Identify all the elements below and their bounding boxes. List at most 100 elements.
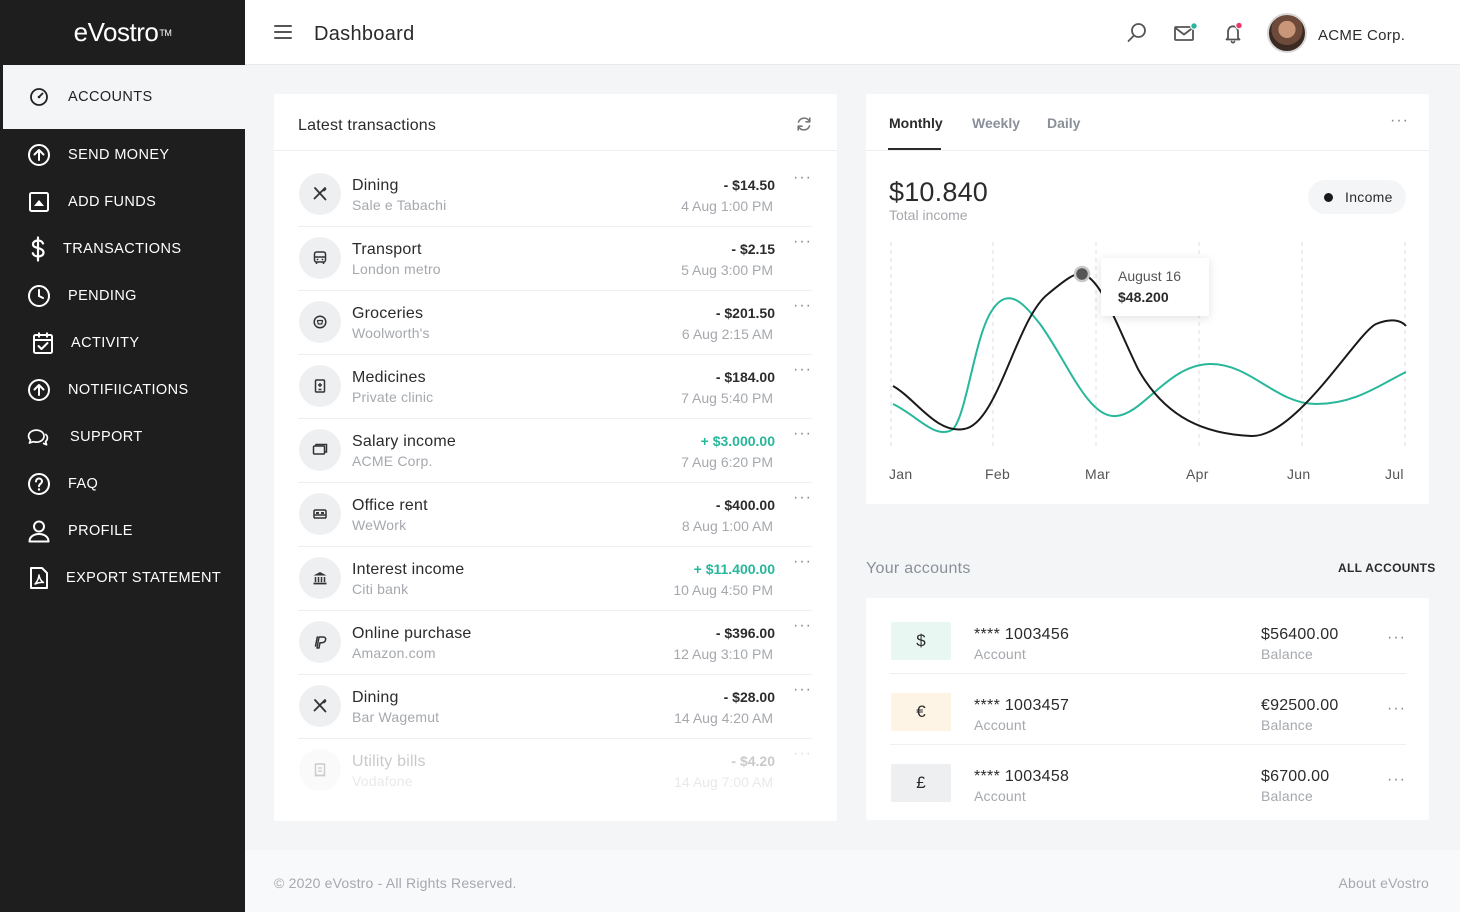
transaction-merchant: ACME Corp. xyxy=(352,453,433,469)
transaction-amount: - $396.00 xyxy=(715,625,775,641)
tab-monthly[interactable]: Monthly xyxy=(889,115,943,131)
transaction-row[interactable]: Dining Sale e Tabachi - $14.50 4 Aug 1:0… xyxy=(298,163,812,227)
transaction-row[interactable]: Utility bills Vodafone - $4.20 14 Aug 7:… xyxy=(298,739,812,803)
transaction-amount: + $3.000.00 xyxy=(700,433,775,449)
mail-icon[interactable] xyxy=(1173,21,1198,45)
sidebar-item-label: TRANSACTIONS xyxy=(63,241,182,257)
transaction-date: 7 Aug 5:40 PM xyxy=(681,390,773,406)
shop-icon xyxy=(299,301,341,343)
more-options-icon[interactable]: ··· xyxy=(1387,771,1406,788)
sidebar-item-profile[interactable]: PROFILE xyxy=(0,511,245,551)
more-options-icon[interactable]: ··· xyxy=(793,489,812,506)
sidebar-item-pending[interactable]: PENDING xyxy=(0,276,245,316)
transaction-row[interactable]: Online purchase Amazon.com - $396.00 12 … xyxy=(298,611,812,675)
transaction-merchant: Citi bank xyxy=(352,581,409,597)
sidebar-item-activity[interactable]: ACTIVITY xyxy=(0,323,245,363)
gauge-icon xyxy=(27,85,51,109)
transaction-merchant: Vodafone xyxy=(352,773,413,789)
transaction-row[interactable]: Interest income Citi bank + $11.400.00 1… xyxy=(298,547,812,611)
transaction-row[interactable]: Transport London metro - $2.15 5 Aug 3:0… xyxy=(298,227,812,291)
tab-daily[interactable]: Daily xyxy=(1047,115,1081,131)
account-label: Account xyxy=(974,788,1026,804)
transaction-merchant: Woolworth's xyxy=(352,325,430,341)
more-options-icon[interactable]: ··· xyxy=(1387,700,1406,717)
top-header: Dashboard ACME Corp. xyxy=(245,0,1460,65)
transaction-amount: - $184.00 xyxy=(715,369,775,385)
total-income-value: $10.840 xyxy=(889,177,988,207)
account-balance: €92500.00 xyxy=(1261,697,1339,714)
balance-label: Balance xyxy=(1261,788,1313,804)
more-options-icon[interactable]: ··· xyxy=(793,617,812,634)
series-secondary-line xyxy=(892,297,1407,433)
tab-weekly[interactable]: Weekly xyxy=(972,115,1020,131)
sidebar-item-label: ACCOUNTS xyxy=(68,89,153,105)
company-name[interactable]: ACME Corp. xyxy=(1318,27,1406,44)
transaction-amount: - $4.20 xyxy=(731,753,775,769)
transaction-merchant: Bar Wagemut xyxy=(352,709,440,725)
sidebar-item-transactions[interactable]: TRANSACTIONS xyxy=(0,229,245,269)
transaction-date: 5 Aug 3:00 PM xyxy=(681,262,773,278)
transaction-name: Dining xyxy=(352,177,399,194)
menu-icon[interactable] xyxy=(274,25,292,39)
bus-icon xyxy=(299,237,341,279)
legend-income[interactable]: Income xyxy=(1308,180,1406,214)
sidebar-item-notifications[interactable]: NOTIFIICATIONS xyxy=(0,370,245,410)
total-income-label: Total income xyxy=(889,207,968,223)
x-axis-label: Mar xyxy=(1085,466,1111,482)
transaction-merchant: Private clinic xyxy=(352,389,434,405)
x-axis-label: Feb xyxy=(985,466,1011,482)
more-options-icon[interactable]: ··· xyxy=(1390,112,1409,129)
brand-trademark: TM xyxy=(159,27,172,38)
tooltip-date: August 16 xyxy=(1118,268,1182,284)
x-axis-label: Jul xyxy=(1385,466,1404,482)
sidebar-item-label: EXPORT STATEMENT xyxy=(66,570,222,586)
more-options-icon[interactable]: ··· xyxy=(793,425,812,442)
brand-logo[interactable]: eVostro TM xyxy=(0,0,245,65)
search-icon[interactable] xyxy=(1125,21,1149,45)
transaction-row[interactable]: Office rent WeWork - $400.00 8 Aug 1:00 … xyxy=(298,483,812,547)
wallet-icon xyxy=(299,429,341,471)
tooltip-value: $48.200 xyxy=(1118,289,1169,305)
more-options-icon[interactable]: ··· xyxy=(1387,629,1406,646)
transaction-name: Interest income xyxy=(352,561,465,578)
sidebar-item-accounts[interactable]: ACCOUNTS xyxy=(3,65,245,129)
more-options-icon[interactable]: ··· xyxy=(793,297,812,314)
transaction-row[interactable]: Dining Bar Wagemut - $28.00 14 Aug 4:20 … xyxy=(298,675,812,739)
bell-icon[interactable] xyxy=(1222,21,1246,45)
transaction-row[interactable]: Medicines Private clinic - $184.00 7 Aug… xyxy=(298,355,812,419)
account-row[interactable]: € **** 1003457 Account €92500.00 Balance… xyxy=(890,674,1406,745)
more-options-icon[interactable]: ··· xyxy=(793,169,812,186)
pdf-file-icon xyxy=(27,566,51,590)
transaction-row[interactable]: Groceries Woolworth's - $201.50 6 Aug 2:… xyxy=(298,291,812,355)
transaction-row[interactable]: Salary income ACME Corp. + $3.000.00 7 A… xyxy=(298,419,812,483)
transaction-name: Utility bills xyxy=(352,753,426,770)
sidebar-item-support[interactable]: SUPPORT xyxy=(0,417,245,457)
account-row[interactable]: $ **** 1003456 Account $56400.00 Balance… xyxy=(890,603,1406,674)
more-options-icon[interactable]: ··· xyxy=(793,745,812,762)
all-accounts-link[interactable]: ALL ACCOUNTS xyxy=(1338,561,1436,575)
more-options-icon[interactable]: ··· xyxy=(793,361,812,378)
account-row[interactable]: £ **** 1003458 Account $6700.00 Balance … xyxy=(890,745,1406,816)
account-label: Account xyxy=(974,717,1026,733)
currency-badge: € xyxy=(891,693,951,731)
avatar[interactable] xyxy=(1267,13,1307,53)
more-options-icon[interactable]: ··· xyxy=(793,681,812,698)
sidebar-item-faq[interactable]: FAQ xyxy=(0,464,245,504)
x-axis-label: Apr xyxy=(1186,466,1209,482)
more-options-icon[interactable]: ··· xyxy=(793,233,812,250)
refresh-icon[interactable] xyxy=(795,115,813,133)
sidebar-item-export-statement[interactable]: EXPORT STATEMENT xyxy=(0,558,245,598)
sidebar-item-label: PROFILE xyxy=(68,523,133,539)
hospital-icon xyxy=(299,365,341,407)
sidebar-item-add-funds[interactable]: ADD FUNDS xyxy=(0,182,245,222)
chart-tooltip: August 16 $48.200 xyxy=(1101,258,1209,316)
transaction-amount: - $2.15 xyxy=(731,241,775,257)
series-income-line xyxy=(892,272,1407,438)
more-options-icon[interactable]: ··· xyxy=(793,553,812,570)
sidebar-item-label: SEND MONEY xyxy=(68,147,170,163)
sidebar-item-send-money[interactable]: SEND MONEY xyxy=(0,135,245,175)
accounts-card: $ **** 1003456 Account $56400.00 Balance… xyxy=(866,598,1429,820)
bank-icon xyxy=(299,557,341,599)
about-link[interactable]: About eVostro xyxy=(1338,875,1429,891)
question-circle-icon xyxy=(27,472,51,496)
